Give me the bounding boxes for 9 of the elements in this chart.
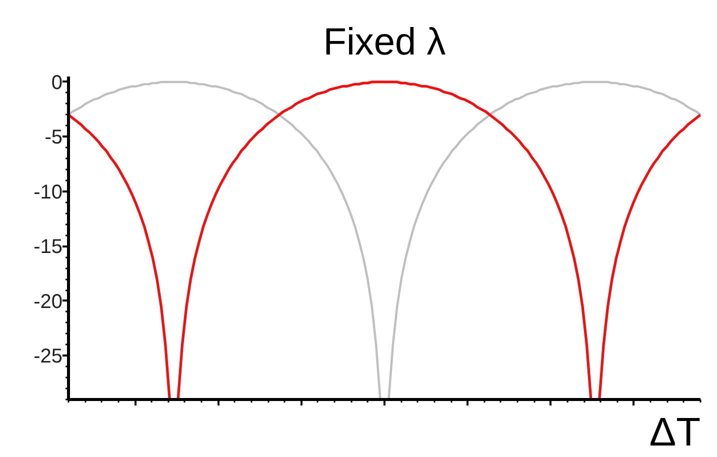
y-tick-label: -10	[34, 181, 62, 204]
y-tick-label: -15	[34, 236, 62, 258]
y-tick-label: 0	[51, 72, 62, 94]
y-tick-label: -5	[44, 126, 63, 149]
y-tick-label: -25	[34, 346, 62, 368]
line-series	[68, 80, 700, 400]
y-tick-label: -20	[34, 290, 62, 313]
chart-title: Fixed λ	[323, 22, 446, 64]
x-axis-title: ΔT	[649, 410, 701, 454]
